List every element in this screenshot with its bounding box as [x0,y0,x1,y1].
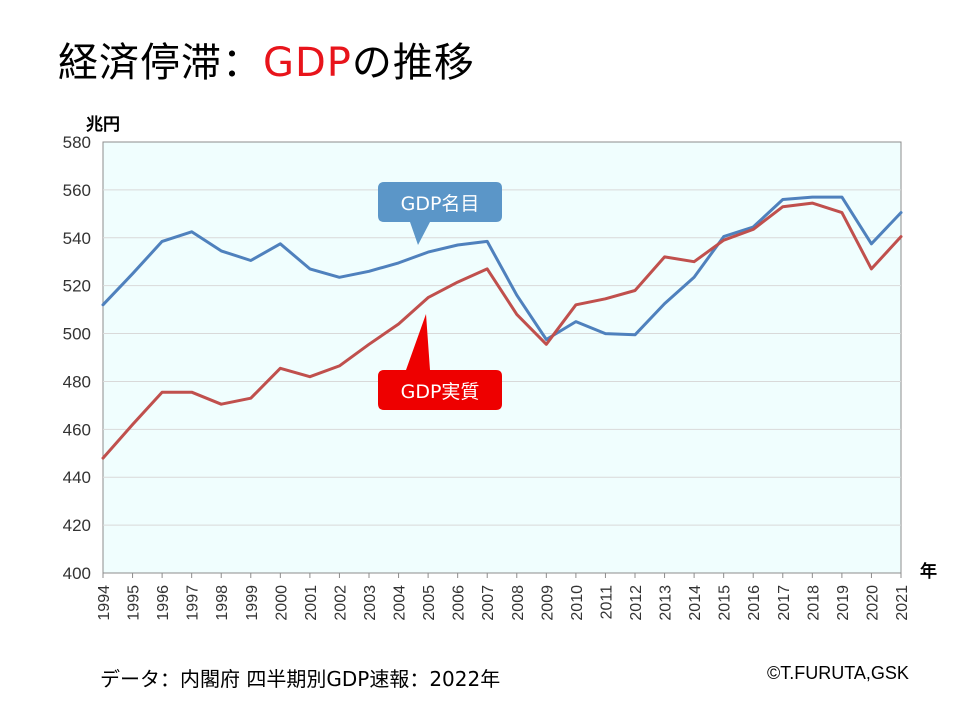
callout-real-box [378,314,502,410]
x-tick-label: 2011 [598,585,615,620]
y-tick-label: 460 [63,420,91,439]
x-axis-ticks: 1994 1995 1996 1997 1998 1999 2000 2001 2002 2003… [96,573,911,621]
x-tick-label: 2002 [332,585,349,621]
x-axis-unit: 年 [920,561,937,582]
title-accent: GDP [263,40,352,86]
x-tick-label: 2007 [480,585,497,621]
x-tick-label: 2010 [569,585,586,621]
x-tick-label: 2014 [687,585,704,621]
series-line-nominal [101,195,903,341]
x-tick-label: 1994 [96,585,113,621]
x-tick-label: 2019 [835,585,852,621]
callout-nominal: GDP名目 [378,182,502,245]
y-tick-label: 500 [63,325,91,344]
y-tick-label: 400 [63,564,91,583]
x-tick-label: 1995 [126,585,143,621]
series-line-real [101,201,903,460]
y-tick-label: 580 [63,133,91,152]
x-tick-label: 1999 [244,585,261,621]
copyright-credit: ©T.FURUTA,GSK [767,663,909,683]
title-prefix: 経済停滞： [58,40,263,86]
y-tick-label: 520 [63,277,91,296]
x-tick-label: 2017 [776,585,793,621]
callout-nominal-box [378,182,502,245]
y-tick-label: 540 [63,229,91,248]
data-source-note: データ：内閣府 四半期別GDP速報：2022年 [100,667,501,691]
y-tick-label: 560 [63,181,91,200]
y-tick-label: 480 [63,372,91,391]
page-title: 経済停滞：GDPの推移 [58,30,475,88]
x-tick-label: 1997 [185,585,202,621]
x-tick-label: 2015 [717,585,734,621]
x-tick-label: 2009 [539,585,556,621]
callout-real-label: GDP実質 [401,381,480,403]
series-lines [101,195,903,460]
x-tick-label: 2012 [628,585,645,621]
x-tick-label: 1998 [214,585,231,621]
x-tick-label: 2008 [510,585,527,621]
x-tick-label: 2005 [421,585,438,621]
x-tick-label: 2016 [746,585,763,621]
x-tick-label: 2004 [392,585,409,621]
x-tick-label: 2018 [805,585,822,621]
x-tick-label: 2021 [894,585,911,621]
callout-real: GDP実質 [378,314,502,410]
x-tick-label: 2000 [273,585,290,621]
x-tick-label: 2003 [362,585,379,621]
x-tick-label: 2013 [658,585,675,621]
y-tick-label: 440 [63,468,91,487]
x-tick-label: 1996 [155,585,172,621]
callout-nominal-label: GDP名目 [401,193,480,215]
x-tick-label: 2020 [864,585,881,621]
x-tick-label: 2006 [451,585,468,621]
y-axis-ticks: 400 420 440 460 480 500 520 540 560 580 [63,133,91,583]
y-tick-label: 420 [63,516,91,535]
y-axis-unit: 兆円 [86,115,120,135]
x-tick-label: 2001 [303,585,320,621]
title-suffix: の推移 [351,40,475,86]
gridlines [103,189,901,526]
